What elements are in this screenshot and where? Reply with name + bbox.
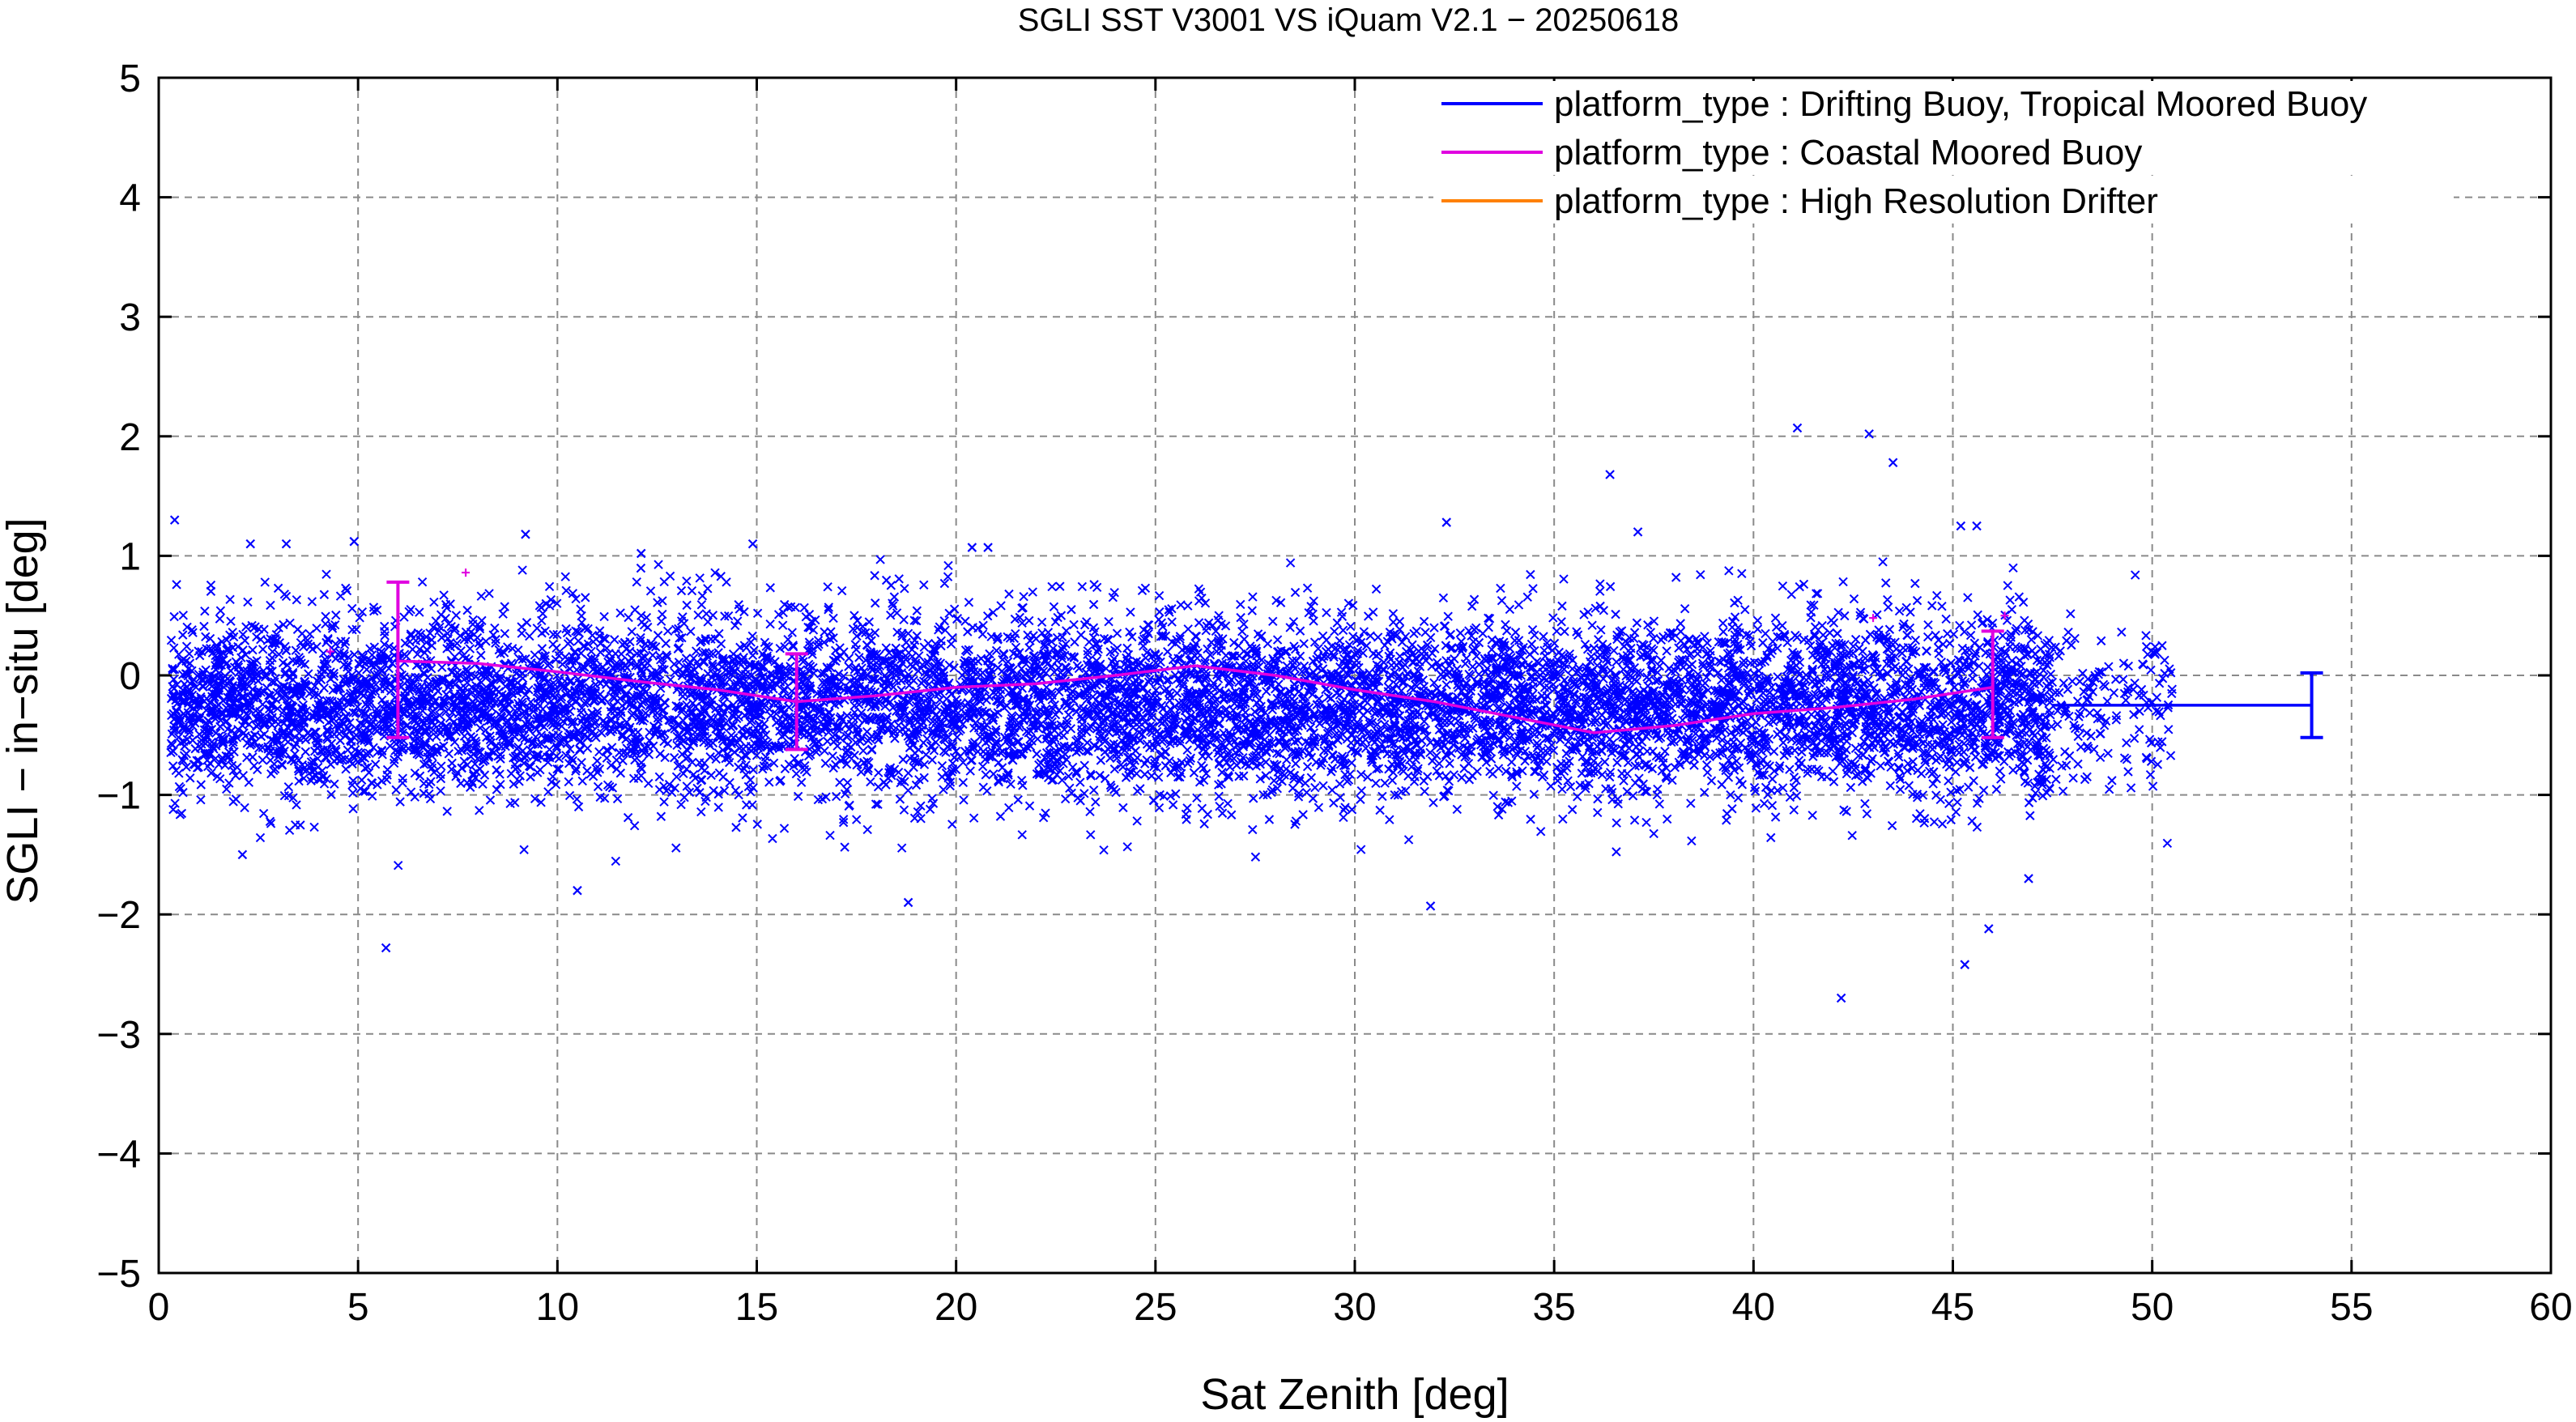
scatter-point — [983, 543, 993, 552]
x-tick-label: 5 — [347, 1286, 369, 1329]
scatter-point — [747, 539, 758, 549]
x-tick-label: 55 — [2330, 1286, 2373, 1329]
scatter-point — [1960, 960, 1970, 969]
y-tick-label: 0 — [119, 655, 141, 698]
y-tick-label: 4 — [119, 177, 141, 220]
scatter-points — [166, 423, 2177, 1003]
scatter-point — [2024, 874, 2033, 883]
x-tick-label: 30 — [1333, 1286, 1376, 1329]
y-tick-label: −3 — [96, 1014, 141, 1057]
scatter-point — [237, 849, 248, 860]
scatter-point — [2000, 611, 2009, 620]
scatter-point — [573, 885, 582, 896]
scatter-point — [462, 568, 470, 577]
scatter-point — [1888, 458, 1898, 468]
error-bar — [1981, 629, 2004, 739]
mean-lines — [386, 580, 2323, 751]
y-tick-label: −2 — [96, 894, 141, 937]
scatter-point — [1956, 521, 1966, 531]
y-axis-title: SGLI − in−situ [deg] — [0, 517, 47, 904]
x-tick-label: 0 — [148, 1286, 170, 1329]
y-tick-label: −5 — [96, 1253, 141, 1296]
scatter-point — [169, 515, 180, 525]
scatter-point — [1633, 527, 1643, 537]
y-tick-label: −1 — [96, 775, 141, 818]
x-tick-label: 40 — [1732, 1286, 1775, 1329]
legend: platform_type : Drifting Buoy, Tropical … — [1433, 81, 2454, 224]
scatter-point — [1869, 614, 1878, 623]
x-tick-label: 35 — [1532, 1286, 1575, 1329]
scatter-point — [521, 530, 530, 539]
scatter-point — [245, 539, 256, 549]
scatter-point — [349, 536, 360, 547]
x-tick-label: 45 — [1931, 1286, 1974, 1329]
legend-label: platform_type : Drifting Buoy, Tropical … — [1554, 84, 2367, 124]
x-tick-label: 60 — [2529, 1286, 2572, 1329]
x-tick-label: 20 — [935, 1286, 977, 1329]
scatter-point — [967, 543, 977, 552]
x-tick-label: 50 — [2131, 1286, 2174, 1329]
y-tick-label: 1 — [119, 535, 141, 578]
legend-background — [1433, 130, 2454, 175]
scatter-point — [381, 943, 391, 953]
error-bar — [2300, 671, 2323, 739]
scatter-point — [1441, 517, 1452, 527]
scatter-point — [1605, 470, 1615, 479]
x-tick-label: 10 — [536, 1286, 579, 1329]
scatter-point — [1864, 429, 1874, 439]
mean-line-1 — [398, 659, 1993, 734]
x-axis-title: Sat Zenith [deg] — [1200, 1370, 1509, 1419]
y-tick-label: 5 — [119, 57, 141, 100]
scatter-point — [1972, 521, 1982, 531]
chart-title: SGLI SST V3001 VS iQuam V2.1 − 20250618 — [1018, 2, 1679, 38]
y-tick-label: 3 — [119, 296, 141, 339]
x-tick-label: 15 — [735, 1286, 778, 1329]
scatter-point — [636, 548, 646, 559]
legend-label: platform_type : Coastal Moored Buoy — [1554, 133, 2142, 172]
scatter-point — [1425, 901, 1436, 911]
scatter-point — [1836, 993, 1846, 1003]
x-tick-label: 25 — [1134, 1286, 1177, 1329]
scatter-point — [1792, 423, 1803, 433]
scatter-cloud-0 — [166, 555, 2177, 871]
error-bar — [386, 580, 410, 739]
y-tick-label: −4 — [96, 1133, 141, 1176]
legend-background — [1433, 81, 2454, 126]
error-bar — [785, 652, 808, 751]
scatter-point — [326, 647, 334, 656]
scatter-point — [1984, 924, 1994, 934]
scatter-point — [281, 539, 292, 549]
legend-background — [1433, 178, 2454, 224]
y-tick-label: 2 — [119, 416, 141, 459]
legend-label: platform_type : High Resolution Drifter — [1554, 181, 2158, 221]
scatter-point — [903, 897, 913, 908]
